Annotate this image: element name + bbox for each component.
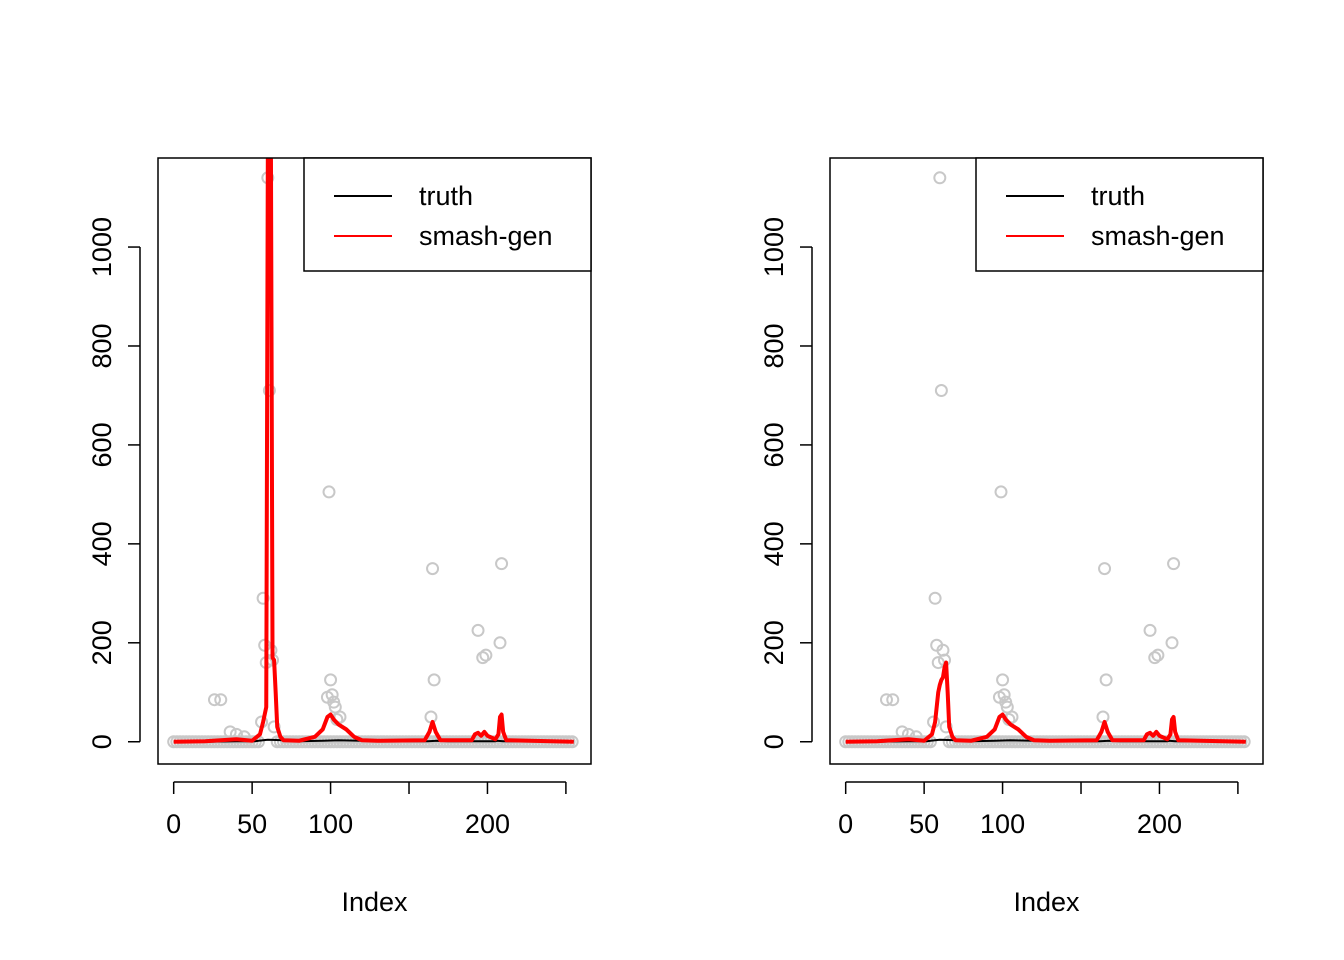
data-point xyxy=(1099,673,1113,687)
x-axis: 0 50 100 200 Index xyxy=(166,781,567,917)
data-point xyxy=(256,591,270,605)
data-point xyxy=(933,171,947,185)
legend-label: smash-gen xyxy=(1091,221,1225,251)
data-point xyxy=(931,656,945,670)
series-lines xyxy=(173,158,574,744)
smash-gen-line xyxy=(845,660,1246,744)
x-tick-label: 0 xyxy=(166,809,181,839)
legend-box xyxy=(975,157,1264,272)
left-panel: 0 50 100 200 Index 0 200 400 600 800 1000 truth smas… xyxy=(87,157,592,917)
data-point xyxy=(214,693,228,707)
data-point xyxy=(1167,557,1181,571)
x-tick-label: 50 xyxy=(237,809,267,839)
smash-gen-line xyxy=(173,158,574,744)
x-axis-title: Index xyxy=(1013,887,1080,917)
data-point xyxy=(427,673,441,687)
data-point xyxy=(879,693,893,707)
legend-label: smash-gen xyxy=(419,221,553,251)
y-tick-label: 1000 xyxy=(759,217,789,277)
x-tick-label: 200 xyxy=(1137,809,1182,839)
data-point xyxy=(1148,651,1162,665)
data-point xyxy=(324,673,338,687)
y-tick-label: 600 xyxy=(87,422,117,467)
y-tick-label: 200 xyxy=(759,620,789,665)
data-point xyxy=(471,623,485,637)
data-point xyxy=(934,384,948,398)
y-tick-label: 800 xyxy=(759,323,789,368)
data-point xyxy=(996,673,1010,687)
y-tick-label: 600 xyxy=(759,422,789,467)
x-axis-title: Index xyxy=(341,887,408,917)
data-point xyxy=(886,693,900,707)
y-tick-label: 0 xyxy=(87,734,117,749)
right-panel: 0 50 100 200 Index 0 200 400 600 800 1000 truth smas… xyxy=(759,157,1264,917)
y-tick-label: 0 xyxy=(759,734,789,749)
x-axis: 0 50 100 200 Index xyxy=(838,781,1239,917)
x-tick-label: 50 xyxy=(909,809,939,839)
data-point xyxy=(1151,648,1165,662)
data-point xyxy=(493,636,507,650)
y-tick-label: 400 xyxy=(87,521,117,566)
legend-label: truth xyxy=(419,181,473,211)
data-point xyxy=(476,651,490,665)
y-tick-label: 200 xyxy=(87,620,117,665)
legend-label: truth xyxy=(1091,181,1145,211)
data-point xyxy=(939,720,953,734)
data-point xyxy=(207,693,221,707)
data-point xyxy=(1098,562,1112,576)
legend-box xyxy=(303,157,592,272)
data-point xyxy=(267,720,281,734)
y-tick-label: 800 xyxy=(87,323,117,368)
data-point xyxy=(994,485,1008,499)
data-point xyxy=(495,557,509,571)
data-point xyxy=(322,485,336,499)
legend: truth smash-gen xyxy=(975,157,1264,272)
y-tick-label: 1000 xyxy=(87,217,117,277)
x-tick-label: 100 xyxy=(980,809,1025,839)
data-point xyxy=(320,690,334,704)
data-point xyxy=(992,690,1006,704)
y-tick-label: 400 xyxy=(759,521,789,566)
data-point xyxy=(262,384,276,398)
data-point xyxy=(426,562,440,576)
x-tick-label: 100 xyxy=(308,809,353,839)
x-tick-label: 0 xyxy=(838,809,853,839)
data-point xyxy=(479,648,493,662)
data-point xyxy=(1165,636,1179,650)
y-axis: 0 200 400 600 800 1000 xyxy=(87,217,141,749)
data-point xyxy=(1143,623,1157,637)
x-tick-label: 200 xyxy=(465,809,510,839)
data-point xyxy=(928,591,942,605)
y-axis: 0 200 400 600 800 1000 xyxy=(759,217,813,749)
legend: truth smash-gen xyxy=(303,157,592,272)
series-lines xyxy=(845,660,1246,744)
